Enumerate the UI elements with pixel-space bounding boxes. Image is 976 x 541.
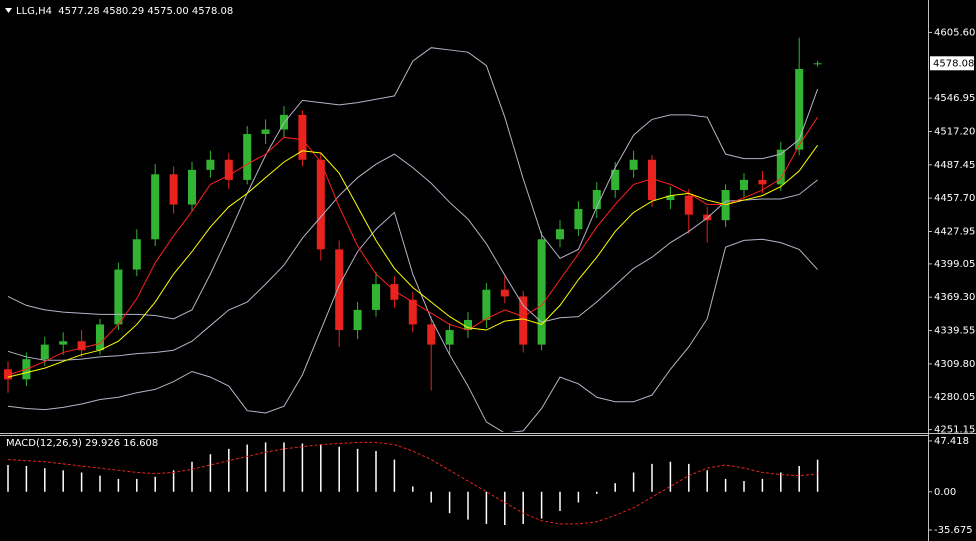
y-tick-label: 4339.55 (934, 326, 975, 337)
candle-body (556, 229, 564, 240)
candle-body (611, 169, 620, 190)
y-tick-label: 4309.80 (934, 359, 975, 370)
candle-body (390, 284, 399, 300)
candle-body (629, 159, 638, 170)
y-tick-label: 4517.20 (934, 127, 975, 138)
candle-body (445, 330, 454, 345)
candle-body (648, 159, 656, 201)
price-panel (4, 37, 822, 432)
candle-body (666, 195, 675, 201)
candle-body (261, 129, 270, 134)
price-tag: 4578.08 (933, 58, 974, 69)
candle-body (684, 195, 693, 215)
indicator-line (7, 47, 819, 320)
candle-body (740, 179, 748, 190)
candle-body (574, 209, 583, 230)
y-tick-label: 4399.05 (934, 259, 975, 270)
candle-body (776, 149, 785, 185)
indicator-line (7, 211, 818, 432)
signal-line (7, 441, 818, 525)
y-tick-label: 47.418 (934, 436, 969, 447)
macd-panel (7, 441, 819, 525)
y-tick-label: 0.00 (934, 487, 956, 498)
candle-body (77, 341, 86, 351)
candle-body (353, 309, 362, 331)
candle-body (721, 189, 730, 221)
candle-body (40, 344, 49, 360)
candle-body (795, 68, 804, 150)
menu-triangle[interactable] (5, 8, 12, 13)
y-tick-label: 4546.95 (934, 93, 975, 104)
indicator-line (7, 153, 818, 361)
candle-body (151, 174, 160, 240)
candle-body (4, 369, 12, 380)
candle-body (132, 239, 141, 270)
candle-body (813, 63, 822, 65)
candle-body (372, 284, 380, 310)
chart-header: LLG,H4 4577.28 4580.29 4575.00 4578.08 (16, 6, 233, 17)
candle-body (224, 159, 233, 180)
candle-body (96, 324, 104, 351)
candle-body (243, 133, 252, 180)
candle-body (335, 249, 344, 331)
candle-body (500, 289, 509, 297)
candle-body (316, 159, 325, 250)
indicator-line (7, 144, 819, 378)
candle-body (592, 189, 601, 210)
candle-body (114, 269, 123, 325)
candle-body (298, 114, 307, 160)
y-tick-label: 4605.60 (934, 27, 975, 38)
y-tick-label: 4251.15 (934, 425, 975, 436)
candle-body (464, 319, 472, 331)
candle-body (519, 296, 528, 345)
candle-body (758, 179, 767, 185)
candle-body (188, 169, 196, 205)
y-tick-label: 4280.05 (934, 392, 975, 403)
indicator-header: MACD(12,26,9) 29.926 16.608 (6, 438, 158, 449)
candle-body (169, 174, 178, 205)
candle-body (59, 341, 68, 345)
y-tick-label: 4487.45 (934, 160, 975, 171)
price-tag-box (930, 56, 974, 71)
candle-body (482, 289, 491, 320)
price-axis: 4605.60 4546.95 4517.20 4487.45 4457.70 4427.… (928, 27, 975, 536)
indicator-line (7, 116, 819, 376)
y-tick-label: 4427.95 (934, 227, 975, 238)
candle-body (206, 159, 215, 170)
candle-body (427, 324, 436, 345)
y-tick-label: 4369.30 (934, 292, 975, 303)
y-tick-label: -35.675 (934, 525, 973, 536)
candle-body (537, 239, 546, 345)
y-tick-label: 4457.70 (934, 193, 975, 204)
candle-body (408, 299, 417, 325)
